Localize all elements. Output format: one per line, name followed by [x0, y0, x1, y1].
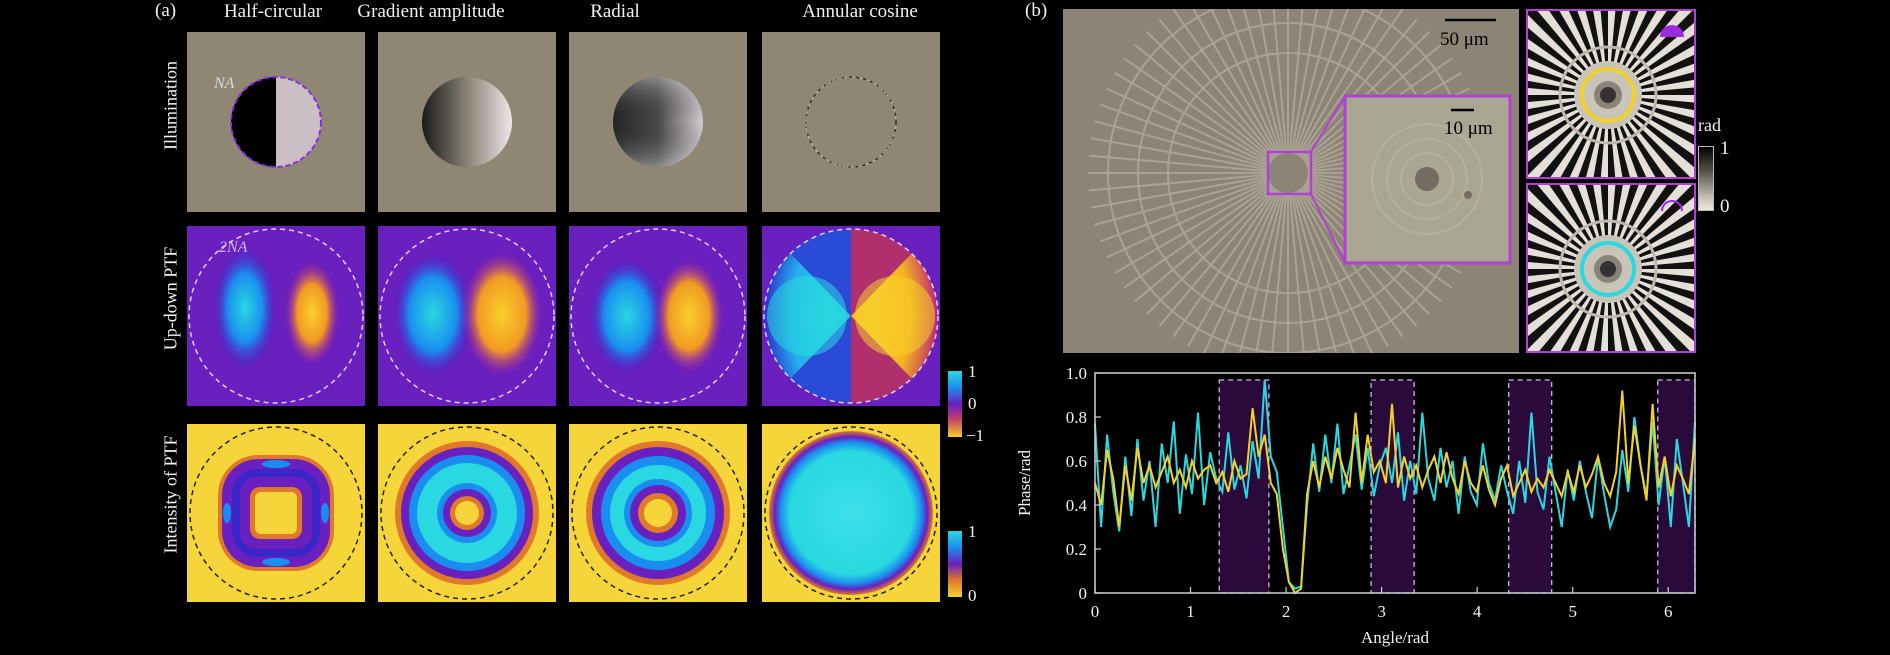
x-tick-label: 4 — [1473, 602, 1482, 621]
x-tick-label: 5 — [1568, 602, 1577, 621]
ptf-radial — [569, 226, 747, 406]
half-ring-icon — [1661, 200, 1683, 212]
scale-bar-50um: 50 μm — [1440, 29, 1489, 50]
ptf-annular-cosine — [762, 226, 940, 406]
intensity-colorbar — [948, 531, 962, 597]
ptf-colorbar-bottom: −1 — [966, 426, 985, 445]
intensity-colorbar-bottom: 0 — [968, 586, 977, 605]
column-label-half-circular: Half-circular — [223, 1, 323, 22]
x-axis-label: Angle/rad — [1361, 628, 1429, 647]
ptf-colorbar-top: 1 — [968, 362, 977, 381]
illumination-gradient-amplitude — [378, 32, 556, 212]
rad-colorbar-title: rad — [1698, 115, 1721, 135]
y-tick-label: 0 — [1079, 584, 1088, 603]
illumination-radial — [569, 32, 747, 212]
na-label: NA — [213, 75, 235, 92]
x-tick-label: 6 — [1664, 602, 1673, 621]
illumination-annular-cosine — [762, 32, 940, 212]
x-tick-label: 2 — [1282, 602, 1291, 621]
row-label-intensity-of-ptf: Intensity of PTF — [160, 435, 181, 554]
star-inset-half-circular — [1526, 9, 1696, 179]
y-axis-label: Phase/rad — [1015, 449, 1034, 516]
scale-bar-10um: 10 μm — [1444, 118, 1493, 139]
row-label-illumination: Illumination — [160, 61, 181, 150]
y-tick-label: 0.6 — [1066, 452, 1087, 471]
siemens-star-image: 50 μm 10 μm — [1063, 9, 1519, 353]
intensity-colorbar-top: 1 — [968, 522, 977, 541]
ptf-colorbar-mid: 0 — [968, 394, 977, 413]
x-tick-label: 0 — [1091, 602, 1100, 621]
ptf-half-circular: 2NA — [187, 226, 365, 406]
rad-colorbar — [1698, 146, 1714, 211]
column-label-radial: Radial — [590, 1, 640, 22]
intensity-half-circular — [187, 424, 365, 602]
ptf-gradient-amplitude — [378, 226, 556, 406]
illumination-half-circular: NA — [187, 32, 365, 212]
half-circle-icon — [1660, 25, 1684, 37]
y-tick-label: 0.8 — [1066, 408, 1087, 427]
intensity-annular-cosine — [762, 424, 940, 602]
two-na-label: 2NA — [219, 239, 248, 256]
y-tick-label: 0.2 — [1066, 540, 1087, 559]
ptf-colorbar — [948, 371, 962, 437]
x-tick-label: 1 — [1186, 602, 1195, 621]
panel-b-label: (b) — [1025, 0, 1048, 21]
phase-angle-chart: 0 1 2 3 4 5 6 0 0.2 0.4 0.6 0.8 1.0 Angle/rad Phase… — [1000, 360, 1720, 655]
rad-colorbar-bottom: 0 — [1720, 196, 1730, 217]
column-label-gradient-amplitude: Gradient amplitude — [357, 1, 505, 22]
column-label-annular-cosine: Annular cosine — [802, 1, 918, 22]
x-tick-label: 3 — [1377, 602, 1386, 621]
intensity-gradient-amplitude — [378, 424, 556, 602]
intensity-radial — [569, 424, 747, 602]
row-label-up-down-ptf: Up-down PTF — [160, 246, 181, 351]
panel-a-label: (a) — [155, 0, 177, 21]
star-inset-annular — [1526, 183, 1696, 353]
y-tick-label: 0.4 — [1066, 496, 1088, 515]
series-line-yellow — [1094, 390, 1696, 595]
y-tick-label: 1.0 — [1066, 364, 1087, 383]
rad-colorbar-top: 1 — [1720, 138, 1730, 159]
